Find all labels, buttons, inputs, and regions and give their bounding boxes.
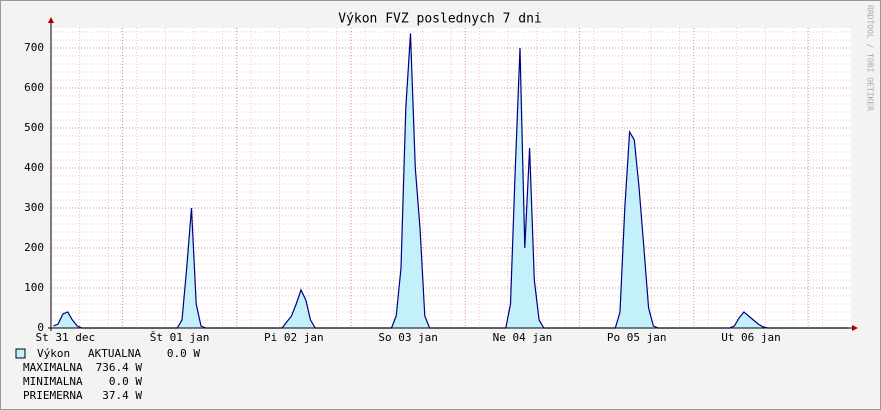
stat-label: MAXIMALNA xyxy=(23,361,83,374)
stat-value: 0.0 W xyxy=(167,347,200,360)
y-arrow xyxy=(48,17,54,23)
stat-label: PRIEMERNA xyxy=(23,389,83,402)
x-tick-label: So 03 jan xyxy=(378,331,438,344)
x-tick-label: St 31 dec xyxy=(35,331,95,344)
y-tick-label: 500 xyxy=(24,121,44,134)
x-arrow xyxy=(852,325,858,331)
chart-title: Výkon FVZ poslednych 7 dni xyxy=(338,12,542,27)
stat-label: MINIMALNA xyxy=(23,375,83,388)
stat-value: 37.4 W xyxy=(102,389,142,402)
stat-value: 0.0 W xyxy=(109,375,142,388)
x-tick-label: Pi 02 jan xyxy=(264,331,324,344)
x-tick-label: Št 01 jan xyxy=(150,331,210,344)
y-tick-label: 700 xyxy=(24,41,44,54)
x-tick-label: Po 05 jan xyxy=(607,331,667,344)
y-tick-label: 300 xyxy=(24,201,44,214)
x-tick-label: Ut 06 jan xyxy=(721,331,781,344)
stat-value: 736.4 W xyxy=(96,361,143,374)
stat-label: AKTUALNA xyxy=(88,347,141,360)
y-tick-label: 0 xyxy=(37,321,44,334)
legend-label: Výkon xyxy=(37,347,70,360)
x-tick-label: Ne 04 jan xyxy=(493,331,553,344)
y-tick-label: 100 xyxy=(24,281,44,294)
y-tick-label: 600 xyxy=(24,81,44,94)
y-tick-label: 200 xyxy=(24,241,44,254)
watermark: RRDTOOL / TOBI OETIKER xyxy=(866,5,875,111)
y-tick-label: 400 xyxy=(24,161,44,174)
legend-swatch xyxy=(15,348,26,359)
